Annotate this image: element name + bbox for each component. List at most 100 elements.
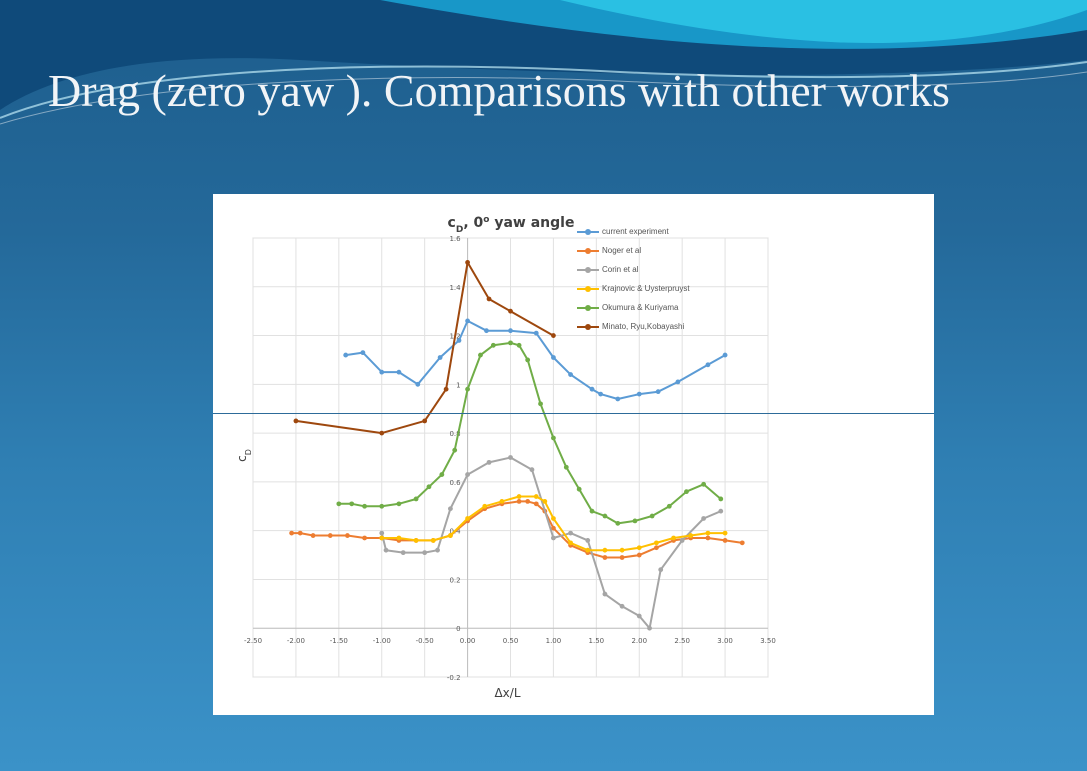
data-point bbox=[563, 464, 569, 470]
series-line bbox=[291, 500, 743, 559]
legend-label: Noger et al bbox=[602, 246, 642, 255]
legend-item: Minato, Ryu,Kobayashi bbox=[577, 317, 690, 336]
data-point bbox=[289, 530, 295, 536]
legend-label: Krajnovic & Uysterpruyst bbox=[602, 284, 690, 293]
data-point bbox=[343, 352, 349, 358]
data-point bbox=[722, 538, 728, 543]
data-point bbox=[362, 503, 367, 509]
data-point bbox=[482, 503, 488, 509]
data-point bbox=[465, 318, 470, 324]
data-point bbox=[396, 369, 402, 375]
x-tick-label: 0.00 bbox=[460, 637, 476, 645]
series-line bbox=[295, 261, 554, 435]
data-point bbox=[379, 535, 385, 541]
x-tick-label: -2.50 bbox=[244, 637, 262, 645]
data-point bbox=[415, 381, 421, 387]
y-tick-label: -0.2 bbox=[447, 674, 461, 682]
legend-label: current experiment bbox=[602, 227, 669, 236]
data-point bbox=[551, 525, 556, 531]
data-point bbox=[602, 591, 608, 597]
data-point bbox=[722, 530, 728, 536]
data-point bbox=[310, 533, 316, 538]
y-tick-label: 0.2 bbox=[449, 576, 460, 584]
data-point bbox=[396, 535, 402, 541]
data-point bbox=[551, 435, 556, 441]
data-point bbox=[585, 547, 591, 553]
data-point bbox=[666, 503, 672, 509]
data-point bbox=[400, 550, 406, 556]
slide-divider-line bbox=[213, 413, 934, 414]
data-point bbox=[654, 545, 659, 551]
data-point bbox=[336, 501, 342, 507]
x-tick-label: 3.00 bbox=[717, 637, 733, 645]
data-point bbox=[439, 472, 445, 477]
legend-item: Noger et al bbox=[577, 241, 690, 260]
data-point bbox=[533, 494, 539, 499]
series-line bbox=[381, 495, 726, 552]
data-point bbox=[636, 613, 642, 619]
y-tick-label: 1 bbox=[456, 381, 460, 389]
data-point bbox=[718, 496, 724, 502]
data-point bbox=[619, 603, 625, 609]
data-point bbox=[297, 530, 303, 536]
data-point bbox=[615, 396, 621, 402]
data-point bbox=[508, 455, 513, 460]
data-point bbox=[647, 625, 652, 631]
y-axis-label: cD bbox=[235, 449, 253, 462]
data-point bbox=[619, 555, 625, 560]
legend-label: Corin et al bbox=[602, 265, 639, 274]
data-point bbox=[602, 555, 608, 560]
data-point bbox=[508, 328, 513, 334]
data-point bbox=[739, 540, 745, 546]
data-point bbox=[360, 350, 366, 356]
x-tick-label: 1.50 bbox=[589, 637, 605, 645]
data-point bbox=[490, 342, 496, 348]
data-point bbox=[465, 386, 470, 392]
data-point bbox=[551, 333, 556, 338]
data-point bbox=[452, 447, 458, 453]
legend-label: Okumura & Kuriyama bbox=[602, 303, 679, 312]
data-point bbox=[379, 369, 385, 375]
legend-label: Minato, Ryu,Kobayashi bbox=[602, 322, 685, 331]
data-point bbox=[568, 530, 573, 536]
data-point bbox=[525, 357, 531, 363]
data-point bbox=[478, 352, 483, 358]
data-point bbox=[568, 372, 573, 377]
y-tick-label: 0 bbox=[456, 625, 460, 633]
header-swoosh bbox=[0, 0, 1087, 125]
data-point bbox=[722, 352, 728, 358]
data-point bbox=[551, 355, 556, 360]
data-point bbox=[658, 567, 664, 573]
data-point bbox=[576, 486, 582, 492]
data-point bbox=[525, 499, 531, 504]
legend-swatch bbox=[577, 323, 599, 331]
data-point bbox=[619, 547, 625, 553]
data-point bbox=[615, 520, 621, 526]
legend-item: current experiment bbox=[577, 222, 690, 241]
data-point bbox=[516, 499, 522, 504]
data-point bbox=[430, 538, 436, 543]
chart-panel: -2.50 -2.00 -1.50 -1.00 -0.50 0.00 0.50 1.00 1.5… bbox=[213, 194, 934, 715]
data-point bbox=[426, 484, 432, 490]
legend-swatch bbox=[577, 285, 599, 293]
data-point bbox=[684, 489, 689, 495]
data-point bbox=[701, 516, 707, 521]
data-point bbox=[679, 538, 685, 543]
x-tick-label: 2.00 bbox=[631, 637, 647, 645]
data-point bbox=[465, 472, 470, 477]
x-tick-label: 2.50 bbox=[674, 637, 690, 645]
data-point bbox=[486, 296, 492, 302]
x-tick-label: 3.50 bbox=[760, 637, 776, 645]
data-point bbox=[675, 379, 681, 385]
legend-item: Krajnovic & Uysterpruyst bbox=[577, 279, 690, 298]
x-tick-label: 0.50 bbox=[503, 637, 519, 645]
data-point bbox=[538, 401, 543, 407]
data-point bbox=[655, 389, 661, 395]
data-point bbox=[654, 540, 659, 546]
x-tick-label: -1.50 bbox=[330, 637, 348, 645]
data-point bbox=[379, 430, 385, 436]
data-point bbox=[533, 501, 539, 507]
data-point bbox=[435, 547, 440, 553]
data-point bbox=[448, 533, 453, 538]
data-point bbox=[486, 459, 492, 465]
